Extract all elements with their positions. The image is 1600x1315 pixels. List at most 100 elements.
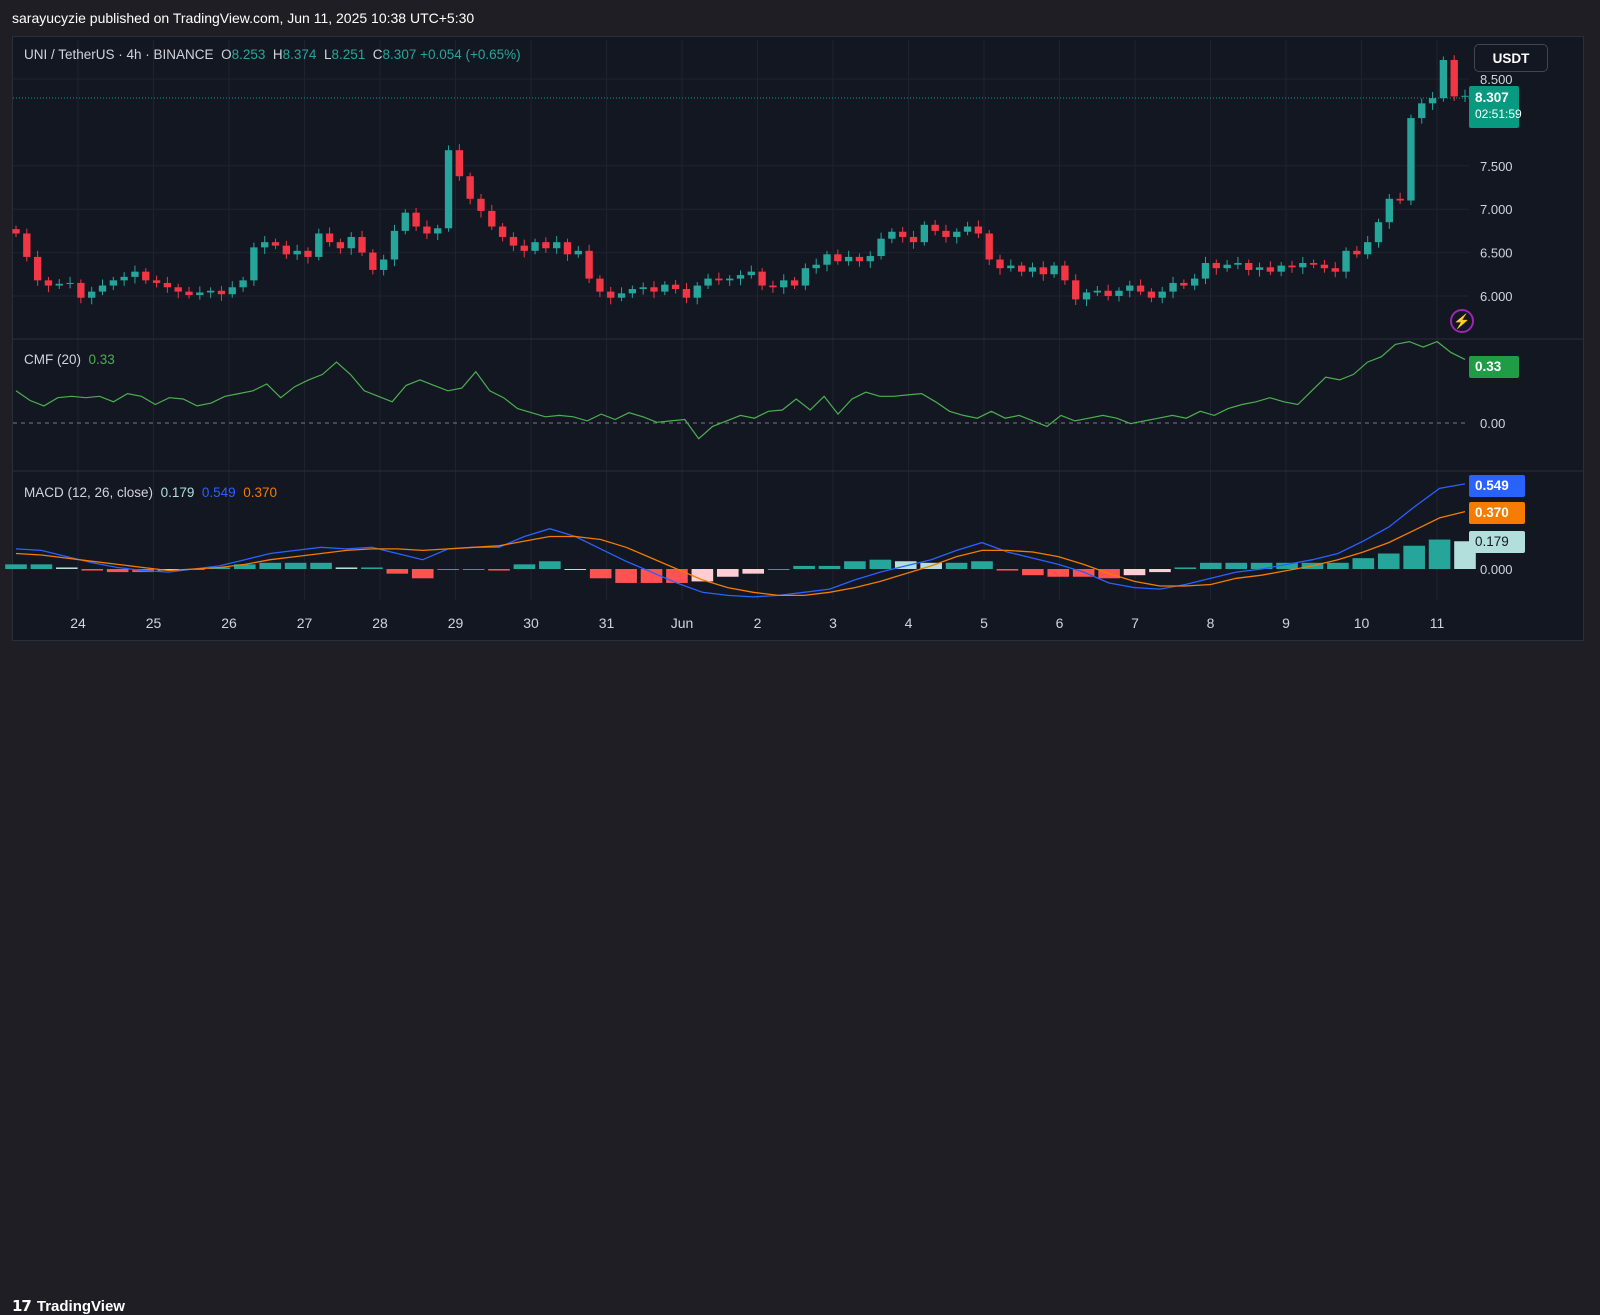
candle (44, 276, 53, 293)
macd-histogram-bar (1250, 562, 1273, 569)
candle-body (682, 289, 691, 298)
candle-body (347, 236, 355, 249)
candle-body (1396, 198, 1404, 201)
candle-body (531, 242, 539, 251)
close-value: 8.307 (382, 47, 417, 62)
candle (477, 194, 485, 218)
candle (1147, 288, 1156, 303)
candle-body (1223, 264, 1231, 269)
candle-body (1104, 290, 1112, 296)
candle-body (574, 250, 582, 255)
candle-body (315, 233, 323, 257)
candle (628, 285, 637, 298)
candle-body (185, 291, 193, 296)
candle (963, 221, 972, 236)
candle (1255, 262, 1264, 277)
candle (152, 275, 161, 288)
candle (336, 238, 345, 254)
candle (315, 228, 323, 261)
candle-body (477, 198, 485, 211)
candle (33, 250, 42, 286)
signal-line (15, 510, 1466, 597)
time-tick-label: 7 (1131, 615, 1139, 631)
candle (1364, 236, 1372, 259)
candle (520, 239, 528, 258)
macd-histogram-bar (30, 564, 53, 569)
macd-histogram-bar (157, 569, 180, 571)
candle (552, 236, 561, 254)
candle-body (88, 291, 96, 298)
macd-histogram-bar (716, 569, 739, 577)
candle-body (250, 247, 258, 281)
macd-histogram-bar (386, 569, 409, 574)
candle (120, 272, 128, 286)
time-tick-label: Jun (671, 615, 694, 631)
candle (347, 232, 355, 255)
candle (509, 232, 518, 252)
candle (282, 240, 291, 259)
macd-histogram-bar (640, 569, 663, 583)
macd-histogram-bar (1276, 562, 1298, 569)
candle (185, 286, 193, 299)
candle (1082, 289, 1091, 307)
candle-body (661, 284, 669, 292)
candle-body (1169, 282, 1177, 292)
candle-body (163, 282, 172, 288)
cmf-title[interactable]: CMF (20) (24, 352, 81, 367)
candle-body (1115, 290, 1123, 296)
candle-body (401, 212, 409, 231)
candle (844, 250, 853, 266)
candle-body (488, 210, 496, 227)
macd-histogram-bar (971, 561, 993, 569)
macd-axis-zero: 0.000 (1480, 562, 1513, 577)
macd-histogram-bar (284, 562, 307, 569)
candle-body (899, 231, 907, 237)
candle-body (758, 271, 766, 286)
candle (866, 251, 874, 268)
footer-bar: 17 TradingView (0, 641, 1600, 1315)
macd-value-tag: 0.549 (1469, 475, 1525, 497)
candle (639, 282, 647, 295)
candle-body (444, 150, 453, 229)
candle (682, 282, 691, 304)
candle (423, 220, 431, 240)
candle-body (844, 256, 853, 262)
candle (953, 228, 961, 244)
candle (131, 265, 139, 284)
candle (261, 236, 269, 254)
currency-button[interactable]: USDT (1474, 44, 1548, 72)
macd-histogram-bar (1377, 553, 1400, 569)
macd-histogram-bar (1225, 562, 1248, 569)
macd-histogram-bar (488, 569, 510, 571)
symbol-title[interactable]: UNI / TetherUS · 4h · BINANCE (24, 47, 214, 62)
time-tick-label: 10 (1354, 615, 1370, 631)
candle (704, 273, 712, 290)
macd-title[interactable]: MACD (12, 26, close) (24, 485, 154, 500)
candle-body (931, 224, 939, 231)
candle-body (585, 250, 593, 279)
tradingview-logo[interactable]: 17 TradingView (12, 1297, 125, 1315)
candle (1385, 194, 1393, 229)
candle (23, 228, 31, 262)
candle (228, 281, 236, 298)
macd-histogram-bar (361, 567, 383, 569)
candle (1342, 247, 1350, 279)
candle (909, 230, 918, 249)
candle (736, 270, 745, 286)
macd-histogram-bar (259, 562, 282, 569)
low-label: L (323, 47, 332, 62)
macd-histogram-bar (1352, 558, 1375, 569)
lightning-icon[interactable]: ⚡ (1450, 309, 1474, 333)
candle (1266, 261, 1275, 276)
candle (596, 275, 604, 298)
candle-body (293, 250, 301, 255)
candle-body (325, 233, 334, 243)
candle (563, 238, 572, 261)
candle-body (379, 259, 388, 270)
macd-histogram-bar (1123, 569, 1146, 576)
candle (1158, 286, 1166, 304)
macd-line (15, 483, 1466, 598)
candle (1190, 273, 1199, 291)
macd-histogram-bar (335, 567, 358, 569)
